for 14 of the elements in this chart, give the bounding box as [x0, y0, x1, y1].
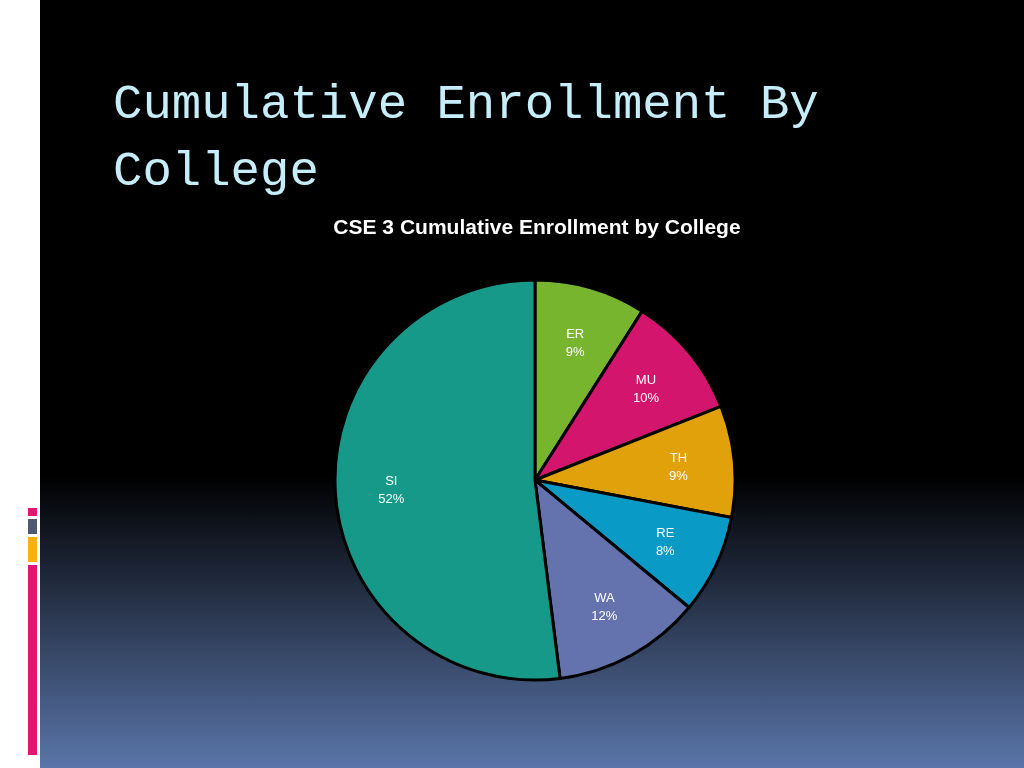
data-label: 52%	[378, 491, 405, 507]
data-label: 8%	[655, 543, 676, 559]
data-label: 9%	[565, 343, 586, 359]
chart-subtitle: CSE 3 Cumulative Enrollment by College	[333, 215, 741, 238]
slice-label: WA	[594, 590, 615, 606]
slice-label: SI	[385, 473, 398, 489]
chart-title: Cumulative Enrollment By College	[113, 77, 819, 200]
data-label: 12%	[591, 608, 618, 624]
slice-label: ER	[566, 325, 585, 341]
slice-label: MU	[635, 372, 657, 388]
data-label: 9%	[668, 468, 689, 484]
slice-label: TH	[669, 450, 688, 466]
data-label: 10%	[632, 390, 660, 406]
slice-label: RE	[656, 525, 675, 541]
